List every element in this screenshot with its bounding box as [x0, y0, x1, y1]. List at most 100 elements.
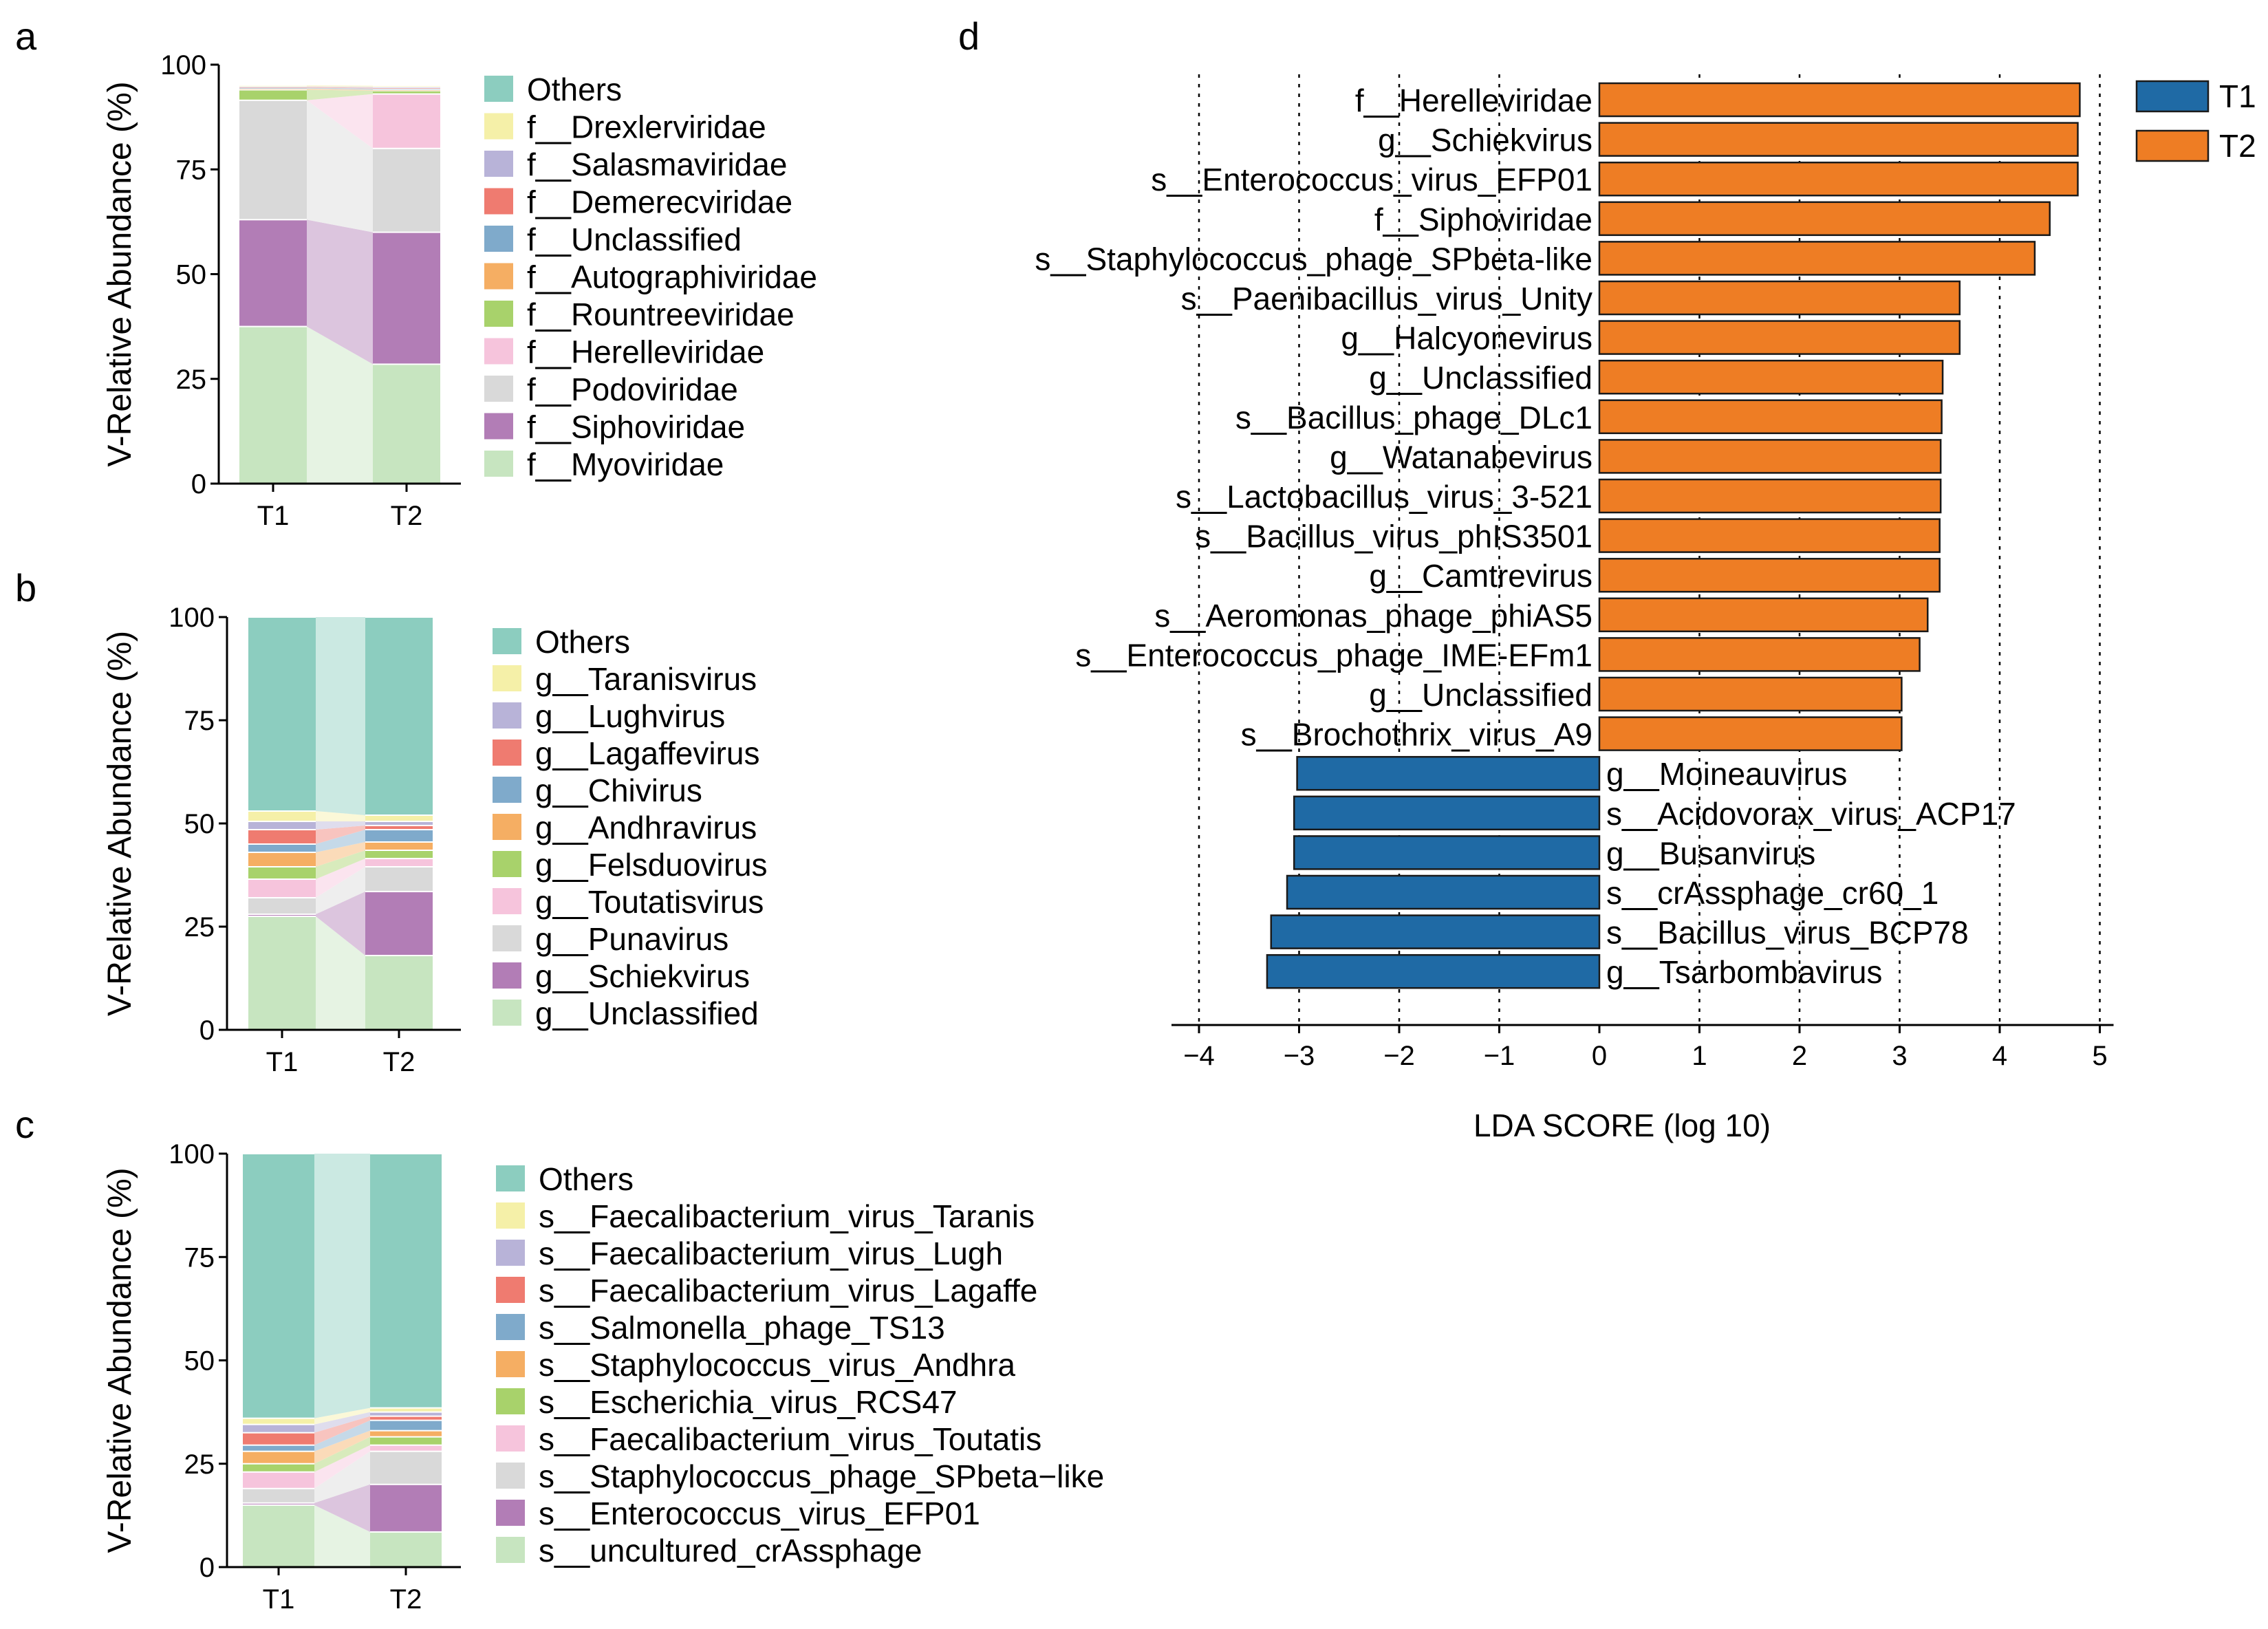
bar-segment — [370, 1408, 442, 1412]
legend-label: g__Felsduovirus — [535, 847, 768, 883]
y-tick-label: 100 — [160, 50, 206, 80]
lda-bar — [1598, 597, 1929, 633]
y-tick-label: 0 — [191, 469, 206, 499]
flow-band — [316, 821, 365, 830]
legend-label: g__Unclassified — [535, 995, 759, 1031]
legend-label: s__Salmonella_phage_TS13 — [539, 1310, 945, 1346]
bar-segment — [373, 91, 440, 94]
bar-label: g__Halcyonevirus — [1341, 321, 1592, 356]
legend-swatch — [493, 702, 521, 729]
bar-label: s__Lactobacillus_virus_3-521 — [1176, 479, 1592, 515]
bar-label: s__Bacillus_virus_BCP78 — [1606, 915, 1969, 951]
bar-segment — [365, 618, 433, 814]
y-tick-label: 0 — [199, 1015, 215, 1046]
flow-band — [307, 85, 373, 87]
x-tick-label: T1 — [257, 501, 290, 531]
flow-band — [316, 826, 365, 844]
flow-band — [316, 850, 365, 879]
lda-bar — [1270, 914, 1601, 949]
bar-segment — [239, 88, 307, 89]
legend-label: g__Andhravirus — [535, 810, 757, 845]
legend-swatch — [484, 376, 513, 402]
flow-band — [314, 1451, 370, 1503]
x-tick-label: −1 — [1484, 1041, 1515, 1071]
bar-segment — [243, 1505, 314, 1566]
legend-swatch — [484, 338, 513, 365]
legend-swatch — [496, 1240, 525, 1266]
legend-label: Others — [527, 72, 622, 107]
bar-segment — [243, 1445, 314, 1451]
legend-label: f__Siphoviridae — [527, 409, 745, 445]
legend-swatch — [484, 263, 513, 290]
legend-label: s__Faecalibacterium_virus_Toutatis — [539, 1421, 1041, 1457]
bar-label: g__Tsarbombavirus — [1606, 954, 1882, 990]
legend-label: s__uncultured_crAssphage — [539, 1533, 922, 1568]
panel-a: a 0 25 50 75 100 T1 T2 V-Relative Abundance (%) O… — [15, 14, 817, 531]
legend-swatch — [493, 814, 521, 840]
legend-swatch — [484, 113, 513, 140]
bar-label: s__Enterococcus_phage_IME-EFm1 — [1075, 637, 1592, 673]
bar-label: s__Acidovorax_virus_ACP17 — [1606, 796, 2016, 832]
bar-segment — [370, 1431, 442, 1436]
legend-swatch — [493, 925, 521, 951]
lda-bar — [1598, 161, 2079, 197]
x-tick-label: 4 — [1992, 1041, 2007, 1071]
legend-label: g__Toutatisvirus — [535, 884, 764, 920]
bar-label: g__Moineauvirus — [1606, 756, 1847, 792]
legend-swatch — [493, 962, 521, 989]
lda-bar — [1598, 637, 1921, 672]
bar-segment — [239, 220, 307, 326]
bar-segment — [243, 1433, 314, 1445]
bar-segment — [370, 1532, 442, 1566]
flow-band — [314, 1445, 370, 1489]
legend-label: f__Demerecviridae — [527, 184, 792, 220]
legend-label: T1 — [2219, 78, 2256, 114]
flow-band — [316, 916, 365, 1030]
legend-label: f__Salasmaviridae — [527, 147, 787, 182]
flow-band — [314, 1407, 370, 1425]
legend-swatch — [493, 888, 521, 914]
legend-label: Others — [539, 1161, 634, 1197]
x-tick-label: T2 — [390, 1584, 422, 1615]
legend-label: f__Autographiviridae — [527, 259, 817, 295]
bar-segment — [370, 1412, 442, 1416]
y-axis-label: V-Relative Abundance (%) — [102, 631, 138, 1016]
lda-bar — [1598, 122, 2079, 157]
lda-bar — [1598, 280, 1961, 316]
bar-segment — [248, 853, 316, 866]
bar-segment — [373, 89, 440, 90]
legend-swatch — [484, 188, 513, 215]
bar-segment — [365, 830, 433, 841]
bar-segment — [370, 1452, 442, 1484]
legend-swatch — [496, 1463, 525, 1489]
bar-segment — [239, 87, 307, 88]
legend-label: s__Faecalibacterium_virus_Taranis — [539, 1198, 1035, 1234]
bar-segment — [248, 618, 316, 810]
bar-segment — [243, 1464, 314, 1471]
lda-bar — [1293, 795, 1601, 831]
bar-segment — [239, 327, 307, 483]
legend-label: f__Drexlerviridae — [527, 109, 766, 145]
y-tick-label: 75 — [184, 1242, 215, 1273]
bar-segment — [370, 1445, 442, 1451]
x-tick-label: −2 — [1383, 1041, 1415, 1071]
y-tick-label: 75 — [176, 155, 207, 185]
legend-label: s__Staphylococcus_virus_Andhra — [539, 1347, 1015, 1383]
bar-segment — [243, 1425, 314, 1432]
bar-segment — [373, 94, 440, 148]
legend-label: f__Herelleviridae — [527, 334, 764, 370]
flow-band — [314, 1154, 370, 1418]
bar-segment — [373, 88, 440, 89]
bar-label: g__Unclassified — [1369, 677, 1592, 713]
legend-label: T2 — [2219, 128, 2256, 164]
flow-band — [307, 88, 373, 91]
bar-segment — [373, 86, 440, 87]
panel-letter: c — [15, 1103, 34, 1146]
flow-band — [307, 89, 373, 100]
bar-segment — [370, 1485, 442, 1531]
bar-segment — [365, 822, 433, 825]
legend-label: f__Unclassified — [527, 222, 742, 257]
bar-segment — [370, 1421, 442, 1430]
bar-label: s__crAssphage_cr60_1 — [1606, 875, 1938, 911]
bar-segment — [373, 149, 440, 232]
